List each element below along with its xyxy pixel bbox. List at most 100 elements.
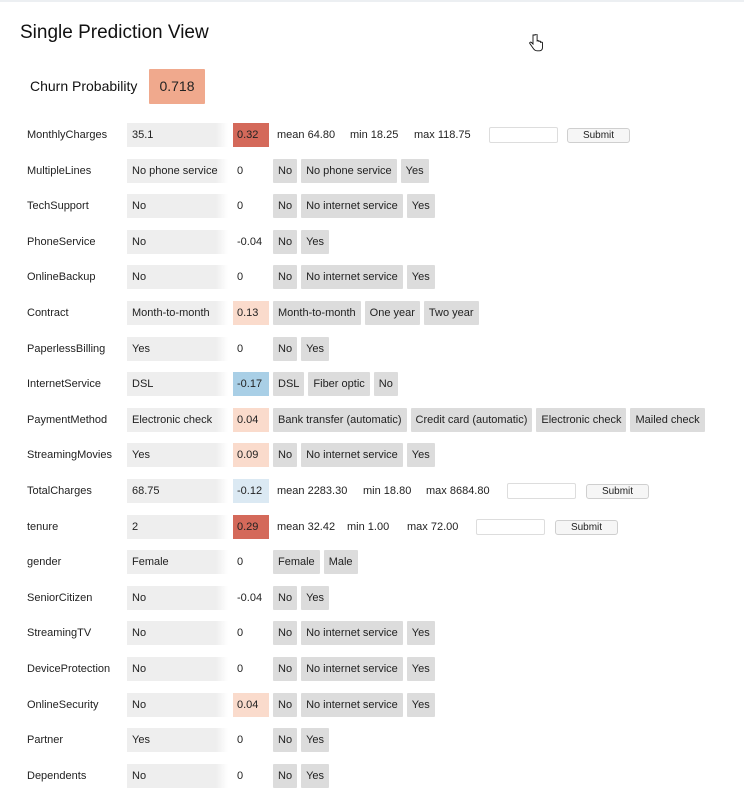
- contribution-badge: 0: [233, 550, 269, 574]
- stat-max: max 72.00: [407, 521, 459, 533]
- feature-row-gender: gender Female 0 Female Male: [0, 550, 744, 574]
- feature-name: DeviceProtection: [27, 663, 111, 675]
- option-button-no-internet-service[interactable]: No internet service: [301, 265, 403, 289]
- option-button-no[interactable]: No: [273, 337, 298, 361]
- option-buttons: No No internet service Yes: [273, 621, 435, 645]
- feature-value: DSL: [127, 372, 228, 396]
- option-button-two-year[interactable]: Two year: [423, 301, 479, 325]
- option-button-month-to-month[interactable]: Month-to-month: [273, 301, 361, 325]
- submit-button[interactable]: Submit: [567, 128, 630, 143]
- contribution-badge: 0: [233, 159, 269, 183]
- option-button-female[interactable]: Female: [273, 550, 320, 574]
- option-button-yes[interactable]: Yes: [301, 586, 330, 610]
- option-button-no[interactable]: No: [273, 265, 298, 289]
- feature-value: Electronic check: [127, 408, 228, 432]
- option-button-no[interactable]: No: [273, 657, 298, 681]
- option-button-no-internet-service[interactable]: No internet service: [301, 657, 403, 681]
- feature-row-tenure: tenure 2 0.29 mean 32.42 min 1.00 max 72.00 Su…: [0, 515, 744, 539]
- feature-value: No phone service: [127, 159, 228, 183]
- option-button-electronic-check[interactable]: Electronic check: [536, 408, 627, 432]
- option-button-yes[interactable]: Yes: [406, 693, 435, 717]
- option-button-yes[interactable]: Yes: [406, 443, 435, 467]
- option-button-yes[interactable]: Yes: [406, 265, 435, 289]
- contribution-badge: 0: [233, 265, 269, 289]
- feature-value: Yes: [127, 443, 228, 467]
- option-button-yes[interactable]: Yes: [301, 764, 330, 788]
- feature-name: PaperlessBilling: [27, 343, 106, 355]
- feature-value: Yes: [127, 728, 228, 752]
- feature-value: No: [127, 657, 228, 681]
- feature-value: No: [127, 230, 228, 254]
- option-buttons: No No internet service Yes: [273, 657, 435, 681]
- feature-row-paperless-billing: PaperlessBilling Yes 0 No Yes: [0, 337, 744, 361]
- stat-max: max 8684.80: [426, 485, 490, 497]
- option-buttons: No Yes: [273, 337, 330, 361]
- churn-probability-value: 0.718: [149, 69, 205, 104]
- option-button-no[interactable]: No: [273, 194, 298, 218]
- feature-value: No: [127, 764, 228, 788]
- option-button-no[interactable]: No: [373, 372, 398, 396]
- stat-mean: mean 32.42: [277, 521, 336, 533]
- contribution-badge: 0.32: [233, 123, 269, 147]
- feature-value: No: [127, 265, 228, 289]
- option-button-no[interactable]: No: [273, 621, 298, 645]
- feature-value: No: [127, 693, 228, 717]
- contribution-badge: 0.04: [233, 408, 269, 432]
- feature-row-senior-citizen: SeniorCitizen No -0.04 No Yes: [0, 586, 744, 610]
- hand-cursor-icon: [529, 34, 543, 52]
- feature-name: InternetService: [27, 378, 101, 390]
- feature-value: No: [127, 194, 228, 218]
- feature-value: No: [127, 621, 228, 645]
- option-button-male[interactable]: Male: [323, 550, 358, 574]
- stat-mean: mean 2283.30: [277, 485, 348, 497]
- option-button-no-internet-service[interactable]: No internet service: [301, 443, 403, 467]
- top-divider: [0, 0, 744, 2]
- option-button-fiber-optic[interactable]: Fiber optic: [308, 372, 370, 396]
- feature-row-online-backup: OnlineBackup No 0 No No internet service Yes: [0, 265, 744, 289]
- option-button-no-internet-service[interactable]: No internet service: [301, 621, 403, 645]
- feature-row-multiple-lines: MultipleLines No phone service 0 No No phone…: [0, 159, 744, 183]
- stat-min: min 1.00: [347, 521, 390, 533]
- option-button-credit-card-automatic-[interactable]: Credit card (automatic): [410, 408, 533, 432]
- churn-probability-label: Churn Probability: [30, 78, 138, 94]
- option-button-bank-transfer-automatic-[interactable]: Bank transfer (automatic): [273, 408, 407, 432]
- option-buttons: No No internet service Yes: [273, 265, 435, 289]
- option-button-yes[interactable]: Yes: [400, 159, 429, 183]
- feature-name: Dependents: [27, 770, 87, 782]
- feature-row-payment-method: PaymentMethod Electronic check 0.04 Bank tr…: [0, 408, 744, 432]
- value-input[interactable]: [507, 483, 576, 499]
- feature-row-device-protection: DeviceProtection No 0 No No internet service…: [0, 657, 744, 681]
- option-button-no[interactable]: No: [273, 764, 298, 788]
- feature-name: OnlineBackup: [27, 271, 96, 283]
- feature-row-online-security: OnlineSecurity No 0.04 No No internet servic…: [0, 693, 744, 717]
- option-button-dsl[interactable]: DSL: [273, 372, 305, 396]
- option-button-yes[interactable]: Yes: [301, 230, 330, 254]
- value-input[interactable]: [489, 127, 558, 143]
- option-button-one-year[interactable]: One year: [364, 301, 420, 325]
- option-button-mailed-check[interactable]: Mailed check: [630, 408, 705, 432]
- submit-button[interactable]: Submit: [586, 484, 649, 499]
- option-button-no[interactable]: No: [273, 159, 298, 183]
- value-input[interactable]: [476, 519, 545, 535]
- option-button-no[interactable]: No: [273, 230, 298, 254]
- submit-button[interactable]: Submit: [555, 520, 618, 535]
- option-button-no[interactable]: No: [273, 693, 298, 717]
- option-button-yes[interactable]: Yes: [406, 657, 435, 681]
- contribution-badge: 0: [233, 621, 269, 645]
- feature-name: TechSupport: [27, 200, 89, 212]
- option-button-no-internet-service[interactable]: No internet service: [301, 693, 403, 717]
- option-button-no-internet-service[interactable]: No internet service: [301, 194, 403, 218]
- option-button-yes[interactable]: Yes: [301, 337, 330, 361]
- feature-row-streaming-tv: StreamingTV No 0 No No internet service Yes: [0, 621, 744, 645]
- option-button-no[interactable]: No: [273, 728, 298, 752]
- feature-name: gender: [27, 556, 62, 568]
- option-button-no[interactable]: No: [273, 443, 298, 467]
- contribution-badge: -0.04: [233, 230, 269, 254]
- option-buttons: No No internet service Yes: [273, 443, 435, 467]
- feature-value: No: [127, 586, 228, 610]
- option-button-yes[interactable]: Yes: [406, 621, 435, 645]
- option-button-yes[interactable]: Yes: [406, 194, 435, 218]
- option-button-no[interactable]: No: [273, 586, 298, 610]
- option-button-no-phone-service[interactable]: No phone service: [301, 159, 397, 183]
- option-button-yes[interactable]: Yes: [301, 728, 330, 752]
